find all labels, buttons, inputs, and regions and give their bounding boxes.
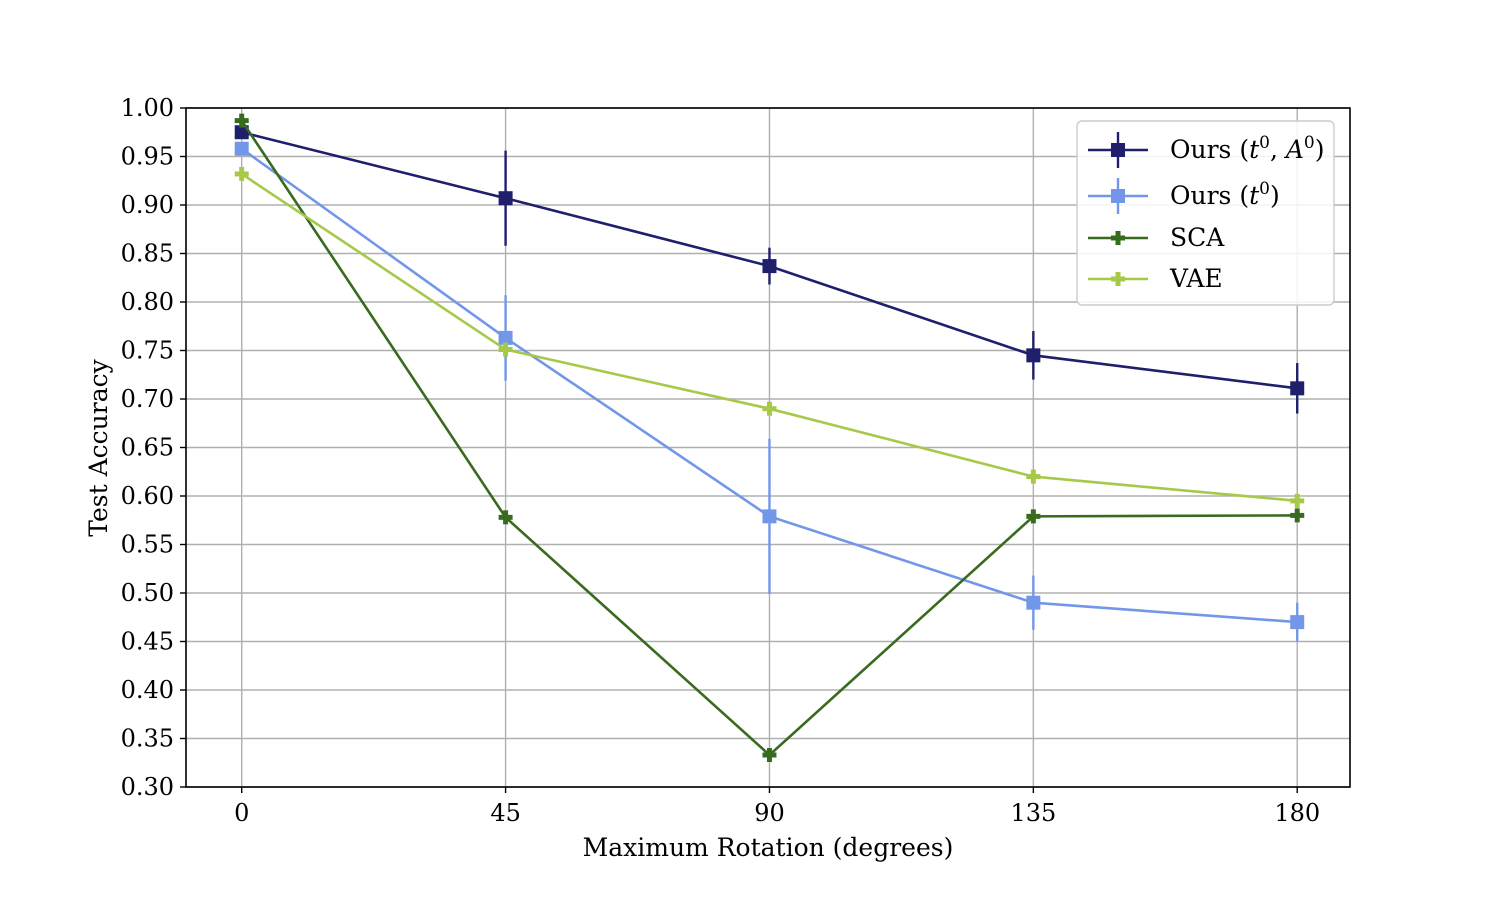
plus-marker-v — [1030, 469, 1036, 484]
y-tick-label: 0.75 — [121, 337, 174, 365]
data-point — [1290, 615, 1305, 630]
data-point — [762, 509, 777, 524]
legend-swatch-marker — [1111, 143, 1125, 157]
plus-marker-v — [239, 113, 245, 128]
axis-ticks: 0 45 90 135 180 0.30 0.35 0.40 0.45 0.50 0.55 0.60 0… — [121, 94, 1321, 827]
series-0 — [234, 125, 1305, 414]
data-point — [234, 141, 249, 156]
legend-label: Ours (t0, A0) — [1170, 133, 1325, 164]
data-point — [1290, 493, 1305, 508]
legend-label-main: Ours ( — [1170, 135, 1249, 164]
plus-marker-v — [1115, 272, 1121, 286]
legend-entry: SCA — [1088, 223, 1225, 252]
data-point — [1290, 381, 1305, 396]
data-point — [1026, 509, 1041, 524]
y-tick-label: 0.45 — [121, 628, 174, 656]
y-tick-label: 0.65 — [121, 434, 174, 462]
plus-marker-v — [1294, 493, 1300, 508]
y-tick-label: 0.35 — [121, 725, 174, 753]
plus-marker-v — [766, 747, 772, 762]
legend-label-sep: , — [1270, 135, 1286, 164]
legend-entry: Ours (t0) — [1088, 178, 1280, 214]
legend-label-sup: 0 — [1259, 179, 1270, 199]
plus-marker-v — [1294, 508, 1300, 523]
legend-label: SCA — [1170, 223, 1225, 252]
data-point — [762, 747, 777, 762]
y-tick-label: 0.70 — [121, 385, 174, 413]
series-3 — [234, 166, 1305, 508]
data-point — [1026, 595, 1041, 610]
x-tick-label: 180 — [1274, 799, 1320, 827]
legend-swatch-marker — [1111, 272, 1125, 286]
x-tick-label: 45 — [490, 799, 521, 827]
data-point — [498, 330, 513, 345]
legend-entry: VAE — [1088, 264, 1223, 293]
legend-label: Ours (t0) — [1170, 179, 1280, 210]
y-tick-label: 0.50 — [121, 579, 174, 607]
y-axis-label: Test Accuracy — [84, 358, 113, 536]
legend-entry: Ours (t0, A0) — [1088, 132, 1325, 168]
series-layer — [234, 113, 1305, 762]
x-axis-label: Maximum Rotation (degrees) — [583, 833, 954, 862]
data-point — [234, 125, 249, 140]
legend-label-close: ) — [1315, 135, 1325, 164]
x-tick-label: 90 — [754, 799, 785, 827]
plus-marker-v — [1115, 231, 1121, 245]
data-point — [234, 166, 249, 181]
data-point — [762, 259, 777, 274]
legend-label-main: Ours ( — [1170, 181, 1249, 210]
legend-label-close: ) — [1270, 181, 1280, 210]
series-1 — [234, 141, 1305, 642]
legend-label-sup: 0 — [1304, 133, 1315, 153]
legend-label-sup: 0 — [1259, 133, 1270, 153]
legend-label-a: A — [1284, 135, 1304, 164]
y-tick-label: 0.85 — [121, 240, 174, 268]
legend-label-t: t — [1249, 181, 1260, 210]
data-point — [1290, 508, 1305, 523]
y-tick-label: 0.90 — [121, 191, 174, 219]
data-point — [498, 191, 513, 206]
plus-marker-v — [503, 510, 509, 525]
data-point — [498, 510, 513, 525]
y-tick-label: 0.40 — [121, 676, 174, 704]
legend-label: VAE — [1169, 264, 1223, 293]
y-tick-label: 0.30 — [121, 773, 174, 801]
data-point — [498, 342, 513, 357]
plus-marker-v — [1030, 509, 1036, 524]
plus-marker-v — [239, 166, 245, 181]
plus-marker-v — [503, 342, 509, 357]
legend-label-t: t — [1249, 135, 1260, 164]
y-tick-label: 0.60 — [121, 482, 174, 510]
x-tick-label: 135 — [1010, 799, 1056, 827]
data-point — [1026, 469, 1041, 484]
y-tick-label: 0.95 — [121, 143, 174, 171]
legend-swatch-marker — [1111, 231, 1125, 245]
y-tick-label: 1.00 — [121, 94, 174, 122]
legend-swatch-marker — [1111, 189, 1125, 203]
data-point — [234, 113, 249, 128]
data-point — [1026, 348, 1041, 363]
legend-frame — [1076, 120, 1335, 306]
x-tick-label: 0 — [234, 799, 249, 827]
plus-marker-v — [766, 401, 772, 416]
series-2 — [234, 113, 1305, 762]
y-tick-label: 0.80 — [121, 288, 174, 316]
y-tick-label: 0.55 — [121, 531, 174, 559]
data-point — [762, 401, 777, 416]
